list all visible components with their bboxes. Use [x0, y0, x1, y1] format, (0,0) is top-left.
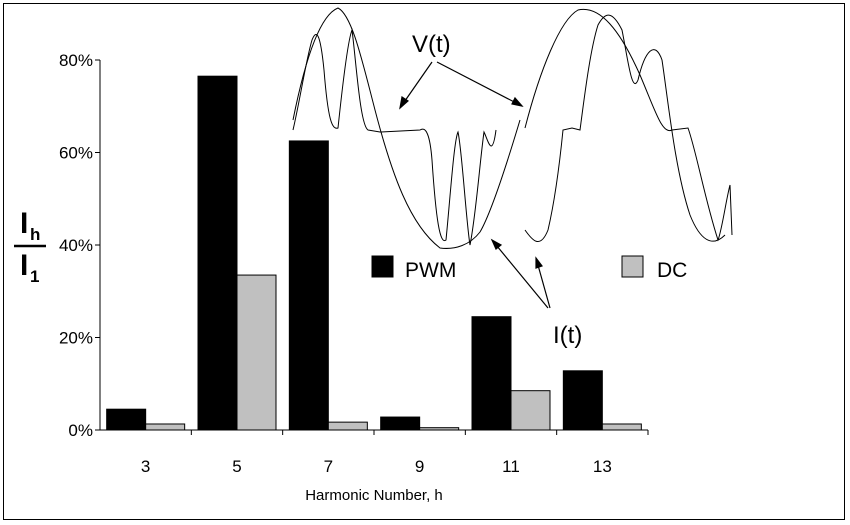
bar-dc-h7	[327, 421, 368, 431]
bar-dc-h11	[510, 390, 551, 431]
y-tick-label: 0%	[68, 421, 93, 440]
x-tick-label: 11	[502, 457, 520, 476]
y-tick-label: 60%	[59, 144, 93, 163]
x-tick-label: 7	[324, 457, 333, 476]
dc-current-wave	[524, 14, 726, 242]
ylabel-top-sub: h	[30, 225, 40, 244]
voltage-current-waveforms	[292, 7, 733, 249]
dc-voltage-wave	[524, 8, 733, 242]
y-axis-label: I h I 1	[14, 207, 46, 286]
bar-dc-h9	[419, 427, 460, 431]
y-tick-label: 20%	[59, 329, 93, 348]
bar-pwm-h7	[288, 140, 329, 431]
legend-swatch-pwm	[371, 255, 394, 278]
bar-dc-h5	[236, 274, 277, 431]
x-tick-label: 3	[141, 457, 150, 476]
ylabel-top-main: I	[20, 207, 28, 240]
x-axis-label: Harmonic Number, h	[305, 487, 443, 504]
x-tick-label: 13	[593, 457, 612, 476]
ylabel-bottom-sub: 1	[30, 267, 39, 286]
x-ticks: 3 5 7 9 11 13	[141, 430, 649, 476]
bar-pwm-h5	[197, 75, 238, 431]
x-tick-label: 9	[415, 457, 424, 476]
annotation-arrows	[399, 61, 551, 309]
y-ticks: 0% 20% 40% 60% 80%	[59, 51, 100, 440]
bar-pwm-h11	[471, 316, 512, 431]
bar-dc-h13	[601, 423, 642, 431]
voltage-annotation: V(t)	[412, 31, 451, 58]
pwm-voltage-wave	[292, 28, 497, 246]
bar-pwm-h9	[380, 416, 421, 431]
legend-label-pwm: PWM	[405, 259, 456, 282]
bar-pwm-h3	[106, 408, 147, 431]
x-tick-label: 5	[232, 457, 241, 476]
legend-label-dc: DC	[657, 259, 687, 282]
ylabel-bottom-main: I	[20, 249, 28, 282]
legend-swatch-dc	[621, 255, 644, 278]
bars	[106, 75, 642, 431]
chart-frame	[3, 3, 845, 520]
bar-pwm-h13	[562, 370, 603, 431]
y-tick-label: 80%	[59, 51, 93, 70]
pwm-current-wave	[292, 7, 521, 249]
current-annotation: I(t)	[553, 322, 582, 349]
y-tick-label: 40%	[59, 236, 93, 255]
bar-dc-h3	[145, 423, 186, 431]
